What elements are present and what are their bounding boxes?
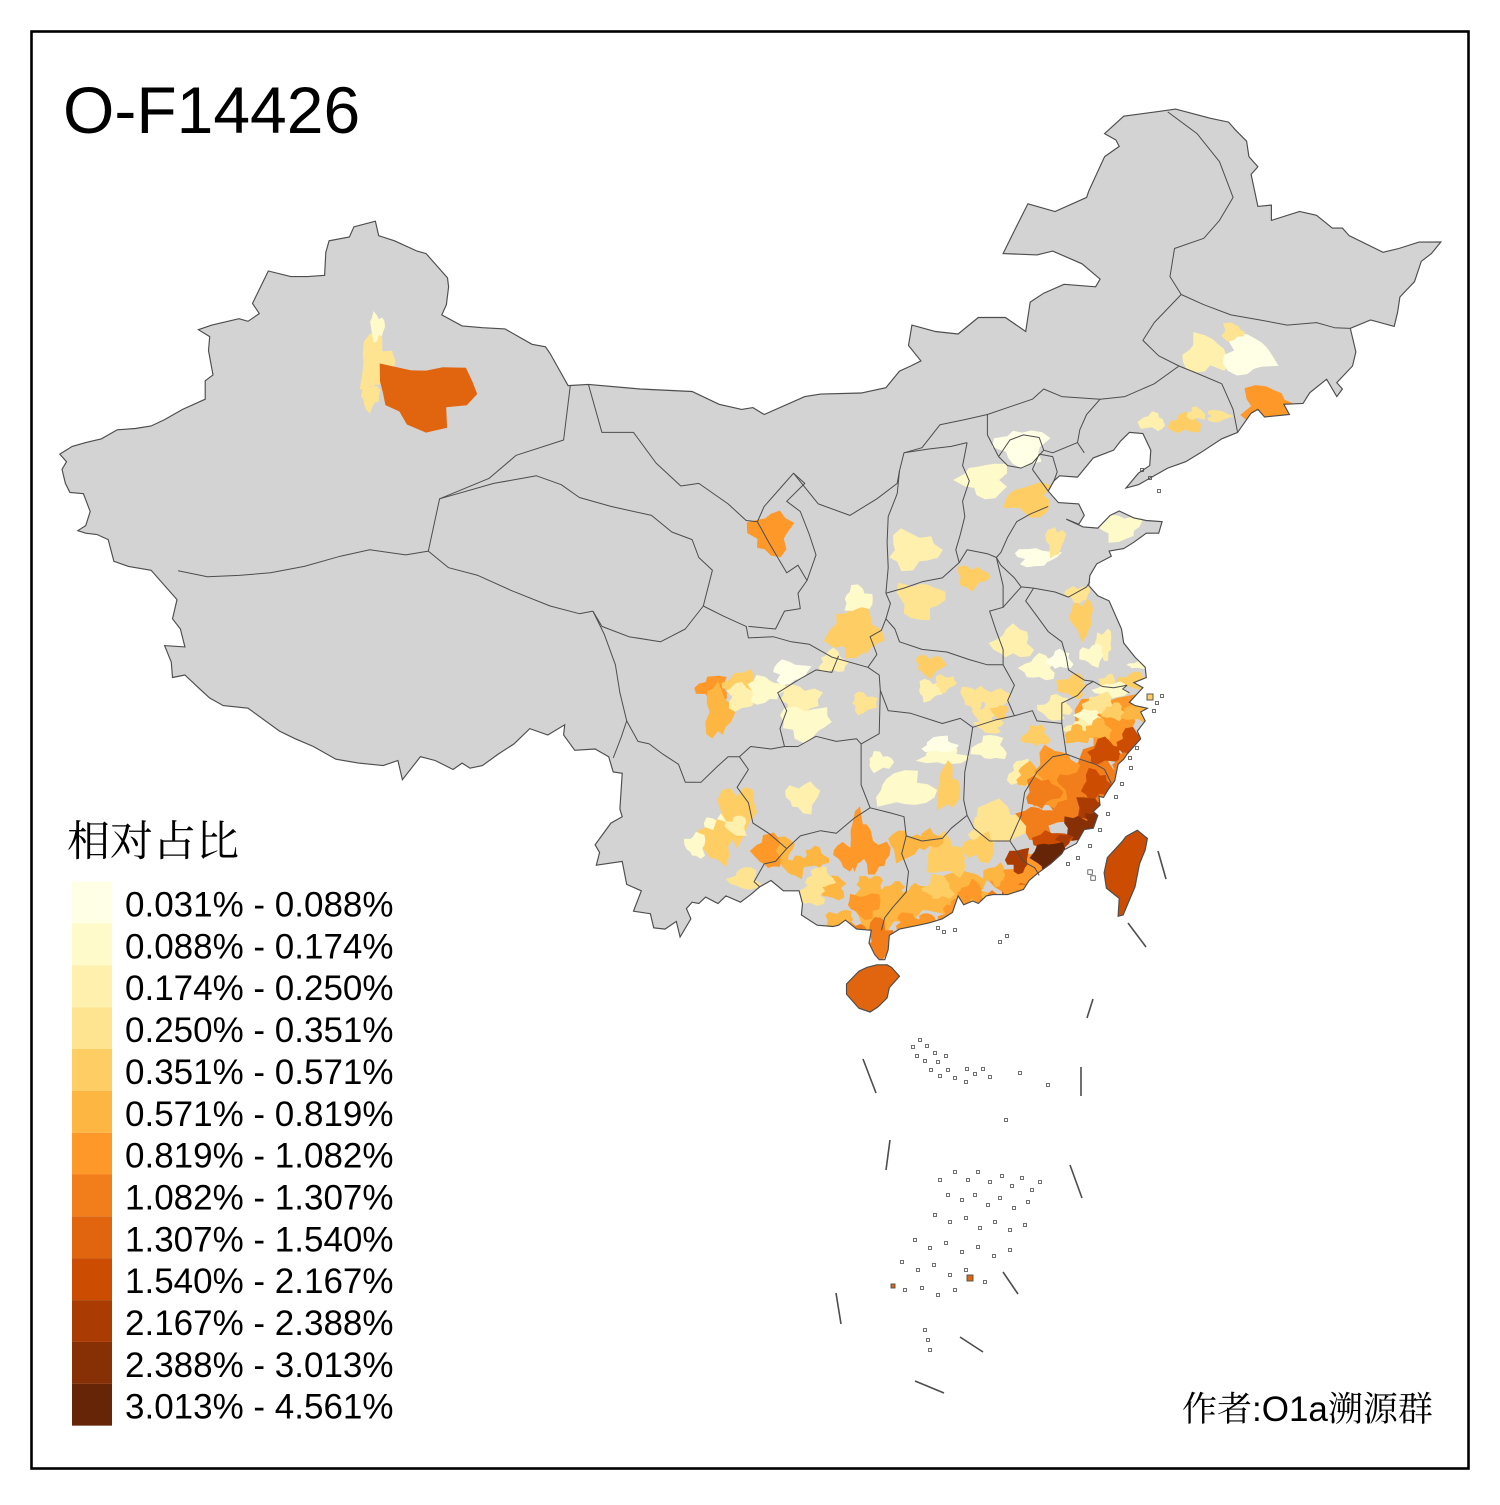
svg-text:0.031% - 0.088%: 0.031% - 0.088% bbox=[125, 886, 394, 925]
svg-text:1.307% - 1.540%: 1.307% - 1.540% bbox=[125, 1220, 394, 1259]
svg-text:0.174% - 0.250%: 0.174% - 0.250% bbox=[125, 969, 394, 1008]
svg-text:0.088% - 0.174%: 0.088% - 0.174% bbox=[125, 927, 394, 966]
svg-text:0.571% - 0.819%: 0.571% - 0.819% bbox=[125, 1095, 394, 1134]
svg-text:2.167% - 2.388%: 2.167% - 2.388% bbox=[125, 1304, 394, 1343]
svg-text:3.013% - 4.561%: 3.013% - 4.561% bbox=[125, 1388, 394, 1427]
svg-text:0.351% - 0.571%: 0.351% - 0.571% bbox=[125, 1053, 394, 1092]
svg-text:1.082% - 1.307%: 1.082% - 1.307% bbox=[125, 1179, 394, 1218]
svg-text:O-F14426: O-F14426 bbox=[63, 73, 360, 147]
svg-text:1.540% - 2.167%: 1.540% - 2.167% bbox=[125, 1262, 394, 1301]
svg-text:0.819% - 1.082%: 0.819% - 1.082% bbox=[125, 1137, 394, 1176]
svg-text::O1a: :O1a bbox=[1252, 1390, 1328, 1429]
svg-text:2.388% - 3.013%: 2.388% - 3.013% bbox=[125, 1346, 394, 1385]
svg-text:0.250% - 0.351%: 0.250% - 0.351% bbox=[125, 1011, 394, 1050]
